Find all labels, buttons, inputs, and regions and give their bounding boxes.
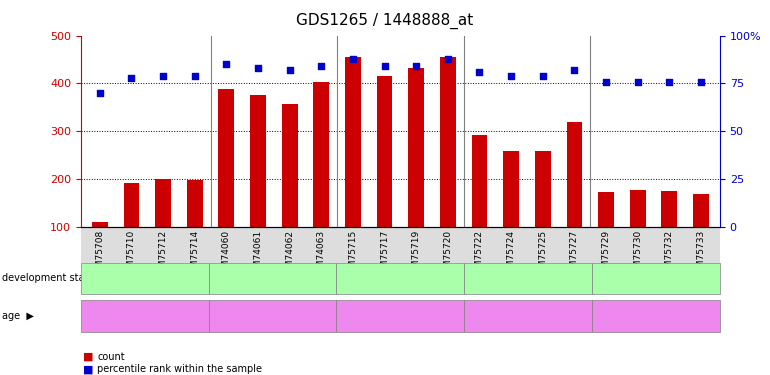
Point — [378, 63, 390, 69]
Bar — [282, 104, 297, 274]
Point — [94, 90, 106, 96]
Bar — [92, 222, 108, 274]
Bar — [598, 192, 614, 274]
Text: primary follicle: primary follicle — [236, 273, 309, 284]
Text: 17 d: 17 d — [516, 311, 541, 321]
Text: large antral follicle: large antral follicle — [611, 273, 701, 284]
Bar — [471, 135, 487, 274]
Bar — [504, 152, 519, 274]
Point — [346, 56, 359, 62]
Text: 22 d: 22 d — [644, 311, 668, 321]
Bar — [377, 76, 393, 274]
Point — [189, 73, 201, 79]
Point — [663, 78, 675, 84]
Point — [442, 56, 454, 62]
Text: age  ▶: age ▶ — [2, 311, 33, 321]
Bar — [567, 122, 582, 274]
Text: small antral follicle: small antral follicle — [482, 273, 574, 284]
Point — [600, 78, 612, 84]
Text: 6 d: 6 d — [264, 311, 281, 321]
Bar — [187, 180, 203, 274]
Text: percentile rank within the sample: percentile rank within the sample — [97, 364, 262, 374]
Bar — [345, 57, 361, 274]
Bar — [535, 152, 551, 274]
Bar — [123, 183, 139, 274]
Point — [252, 65, 264, 71]
Text: ■: ■ — [83, 364, 94, 374]
Point — [126, 75, 138, 81]
Point — [315, 63, 327, 69]
Text: secondary follicle: secondary follicle — [358, 273, 443, 284]
Point — [631, 78, 644, 84]
Bar — [661, 191, 678, 274]
Point — [157, 73, 169, 79]
Bar — [250, 95, 266, 274]
Text: GDS1265 / 1448888_at: GDS1265 / 1448888_at — [296, 13, 474, 29]
Text: 12 d: 12 d — [388, 311, 413, 321]
Bar — [440, 57, 456, 274]
Bar — [630, 190, 645, 274]
Text: ■: ■ — [83, 352, 94, 362]
Bar — [313, 82, 330, 274]
Point — [695, 78, 707, 84]
Point — [474, 69, 486, 75]
Bar — [408, 68, 424, 274]
Bar — [693, 194, 709, 274]
Point — [220, 61, 233, 68]
Point — [537, 73, 549, 79]
Text: primordial follicle: primordial follicle — [102, 273, 187, 284]
Text: 2 d: 2 d — [136, 311, 154, 321]
Text: development stage  ▶: development stage ▶ — [2, 273, 110, 284]
Point — [568, 67, 581, 73]
Point — [410, 63, 423, 69]
Point — [283, 67, 296, 73]
Bar — [156, 179, 171, 274]
Bar — [219, 89, 234, 274]
Point — [505, 73, 517, 79]
Text: count: count — [97, 352, 125, 362]
